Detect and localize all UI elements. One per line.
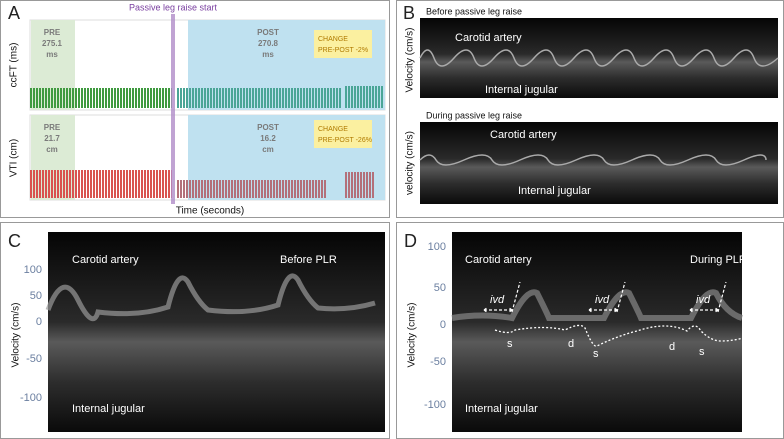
bars-texture — [176, 88, 341, 108]
pre-text: PRE — [44, 28, 61, 37]
change-text: PRE-POST -26% — [318, 137, 372, 144]
y-tick-label: 0 — [440, 319, 446, 331]
post-text: 16.2 — [260, 134, 276, 143]
post-text: ms — [262, 50, 274, 59]
d-label: d — [669, 341, 675, 353]
pre-text: cm — [46, 145, 58, 154]
change-text: CHANGE — [318, 36, 348, 43]
vessel-label: Carotid artery — [465, 254, 532, 266]
y-axis-label: ccFT (ms) — [9, 43, 20, 88]
post-text: 270.8 — [258, 39, 279, 48]
waveform — [45, 273, 376, 322]
ultrasound-image — [48, 232, 385, 432]
post-text: POST — [257, 123, 279, 132]
y-axis-label: VTI (cm) — [9, 139, 20, 177]
y-tick-label: -100 — [424, 399, 446, 411]
panel-label: D — [404, 231, 417, 251]
waveform — [451, 289, 744, 322]
event-line — [171, 14, 175, 204]
bars-texture — [176, 180, 326, 198]
change-box — [314, 30, 372, 58]
bars-texture — [30, 170, 172, 198]
bars-texture — [344, 172, 374, 198]
pre-text: ms — [46, 50, 58, 59]
image-title: During passive leg raise — [426, 110, 522, 120]
contour — [494, 324, 762, 347]
ivd-label: ivd — [696, 294, 711, 306]
annotation: Passive leg raise start — [129, 2, 218, 12]
y-axis-label: Velocity (cm/s) — [11, 302, 22, 367]
ultrasound-image — [420, 122, 778, 204]
d-label: d — [568, 338, 574, 350]
arrows — [483, 281, 727, 314]
post-text: cm — [262, 145, 274, 154]
image-title: Before passive leg raise — [426, 6, 522, 16]
vessel-label: Internal jugular — [465, 403, 538, 415]
change-text: PRE-POST -2% — [318, 47, 368, 54]
s-label: s — [699, 346, 705, 358]
vessel-label: Internal jugular — [72, 403, 145, 415]
y-tick-label: 50 — [30, 290, 42, 302]
condition-label: During PLR — [690, 254, 747, 266]
y-tick-label: -50 — [430, 356, 446, 368]
change-text: CHANGE — [318, 126, 348, 133]
bars-texture — [30, 88, 172, 108]
pre-text: 275.1 — [42, 39, 63, 48]
panel-c: C Velocity (cm/s) 100 50 0 -50 -100 Caro… — [0, 222, 390, 439]
y-tick-label: 100 — [428, 241, 446, 253]
vessel-label: Carotid artery — [490, 129, 557, 141]
change-box — [314, 120, 372, 148]
vessel-label: Carotid artery — [72, 254, 139, 266]
waveform — [419, 49, 779, 67]
ultrasound-image — [420, 18, 778, 98]
waveform — [419, 154, 767, 166]
y-tick-label: -100 — [20, 392, 42, 404]
post-text: POST — [257, 28, 279, 37]
panel-label: A — [8, 3, 20, 23]
panel-a: A Passive leg raise start ccFT (ms) VTI … — [0, 0, 390, 218]
ivd-label: ivd — [490, 294, 505, 306]
vessel-label: Internal jugular — [485, 84, 558, 96]
y-tick-label: 50 — [434, 282, 446, 294]
pre-text: 21.7 — [44, 134, 60, 143]
y-axis-label: velocity (cm/s) — [405, 131, 416, 195]
vessel-label: Carotid artery — [455, 32, 522, 44]
condition-label: Before PLR — [280, 254, 337, 266]
panel-label: C — [8, 231, 21, 251]
panel-d: D Velocity (cm/s) 100 50 0 -50 -100 Caro… — [396, 222, 784, 439]
ivd-label: ivd — [595, 294, 610, 306]
x-axis-label: Time (seconds) — [176, 206, 245, 217]
y-axis-label: Velocity (cm/s) — [405, 27, 416, 92]
panel-b: B Before passive leg raise Carotid arter… — [396, 0, 784, 218]
vessel-label: Internal jugular — [518, 185, 591, 197]
y-tick-label: 100 — [24, 264, 42, 276]
y-tick-label: 0 — [36, 316, 42, 328]
s-label: s — [593, 348, 599, 360]
pre-text: PRE — [44, 123, 61, 132]
bars-texture — [344, 86, 384, 108]
y-tick-label: -50 — [26, 353, 42, 365]
s-label: s — [507, 338, 513, 350]
panel-label: B — [403, 3, 415, 23]
y-axis-label: Velocity (cm/s) — [407, 302, 418, 367]
